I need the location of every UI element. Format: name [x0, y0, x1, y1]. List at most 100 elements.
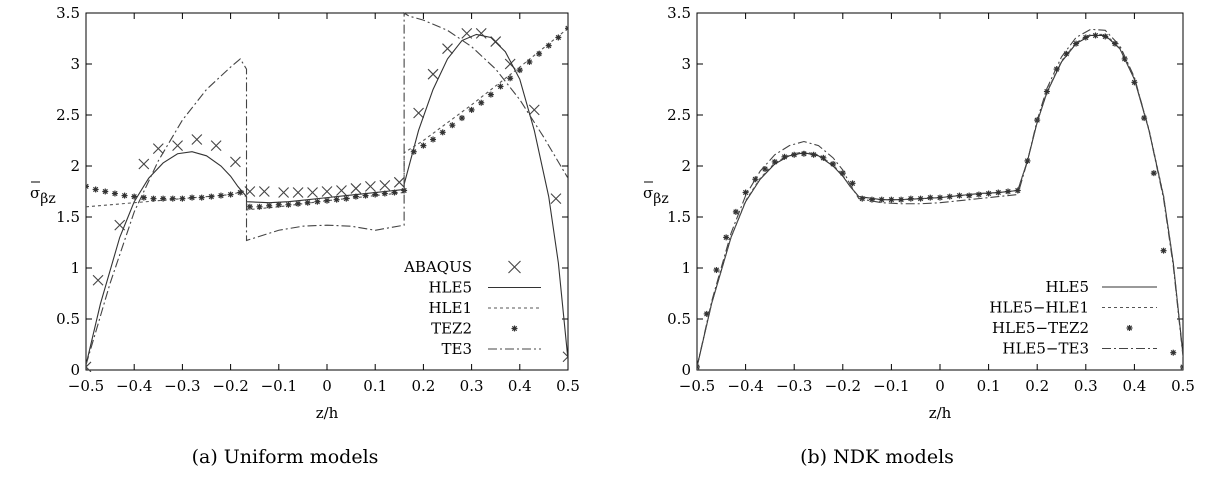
legend-label: HLE5−HLE1	[989, 299, 1089, 317]
x-tick-label: 0.1	[363, 377, 387, 395]
legend-item: HLE1	[428, 299, 541, 317]
y-tick-label: 3	[70, 55, 80, 73]
y-axis-label-symbol: σ	[30, 184, 40, 202]
x-tick-label: 0.4	[508, 377, 532, 395]
x-tick-label: 0.4	[1122, 377, 1146, 395]
y-tick-label: 1	[681, 259, 691, 277]
star-marker	[839, 170, 846, 177]
star-marker	[956, 192, 963, 199]
star-marker	[985, 190, 992, 197]
y-axis-label-symbol: σ	[643, 184, 653, 202]
cross-marker	[528, 104, 540, 116]
x-axis-label: z/h	[929, 404, 952, 422]
legend-item: TE3	[442, 340, 541, 358]
cross-marker	[292, 187, 304, 198]
star-marker	[86, 183, 89, 190]
y-tick-label: 2	[681, 157, 691, 175]
cross-marker	[379, 179, 391, 191]
y-tick-label: 3.5	[667, 4, 691, 22]
star-marker	[820, 154, 827, 161]
star-marker	[304, 199, 311, 206]
star-marker	[762, 166, 769, 173]
star-marker	[516, 67, 523, 74]
star-marker	[391, 189, 398, 196]
star-marker	[1092, 32, 1099, 39]
cross-marker	[321, 186, 333, 197]
star-marker	[1024, 157, 1031, 164]
star-marker	[449, 122, 456, 129]
legend-item: HLE5−TEZ2	[992, 319, 1133, 337]
star-marker	[121, 192, 128, 199]
star-marker	[1014, 187, 1021, 194]
series-hle1	[86, 27, 568, 211]
star-marker	[1073, 40, 1080, 47]
star-marker	[295, 200, 302, 207]
star-marker	[189, 194, 196, 201]
legend-label: TE3	[442, 340, 473, 358]
cross-marker	[336, 185, 347, 196]
star-marker	[468, 106, 475, 113]
x-tick-label: −0.4	[727, 377, 763, 395]
x-tick-label: 0.2	[1025, 377, 1049, 395]
cross-marker	[230, 156, 241, 168]
series-hle5	[697, 34, 1183, 368]
star-marker	[131, 193, 138, 200]
star-marker	[946, 193, 953, 200]
star-marker	[179, 195, 186, 202]
x-tick-label: 0.5	[556, 377, 580, 395]
star-marker	[285, 201, 292, 208]
legend-item: HLE5	[1045, 278, 1157, 296]
star-marker	[917, 195, 924, 202]
star-marker	[362, 192, 369, 199]
cross-marker	[350, 183, 362, 194]
star-marker	[198, 194, 205, 201]
y-tick-label: 2.5	[56, 106, 80, 124]
cross-marker	[152, 143, 164, 155]
x-tick-label: 0	[935, 377, 945, 395]
series-hle5-te3	[697, 28, 1183, 368]
star-marker	[1180, 363, 1183, 370]
chart-panel-b: −0.5 −0.4 −0.3 −0.2 −0.1 0 0.1 0.2 0.3 0.4 0.5 0 0.5…	[643, 4, 1195, 468]
y-tick-label: 0	[70, 361, 80, 379]
y-tick-label: 1	[70, 259, 80, 277]
star-marker	[497, 83, 504, 90]
x-tick-label: −0.5	[679, 377, 715, 395]
legend-star-marker	[1126, 325, 1133, 331]
legend-label: ABAQUS	[403, 258, 472, 276]
star-marker	[487, 91, 494, 98]
star-marker	[208, 193, 215, 200]
panel-caption: (b) NDK models	[800, 446, 954, 468]
star-marker	[140, 194, 147, 201]
cross-marker	[191, 134, 203, 145]
x-tick-label: 0.5	[1171, 377, 1195, 395]
legend-cross-marker	[508, 260, 521, 274]
y-tick-label: 0.5	[56, 310, 80, 328]
x-tick-label: 0.3	[1074, 377, 1098, 395]
cross-marker	[562, 351, 568, 363]
star-marker	[713, 267, 720, 274]
cross-marker	[86, 361, 92, 372]
star-marker	[160, 195, 167, 202]
data-layer	[697, 28, 1183, 370]
y-tick-label: 3.5	[56, 4, 80, 22]
x-axis-label: z/h	[316, 404, 339, 422]
y-axis-label-subscript: βz	[40, 191, 55, 207]
cross-marker	[138, 158, 150, 170]
star-marker	[333, 196, 340, 203]
legend-item: HLE5	[428, 279, 541, 297]
cross-marker	[475, 28, 487, 39]
star-marker	[246, 203, 253, 210]
y-tick-label: 2	[70, 157, 80, 175]
star-marker	[352, 193, 359, 200]
x-tick-label: −0.1	[873, 377, 909, 395]
cross-marker	[393, 176, 405, 188]
star-marker	[697, 363, 700, 370]
legend-label: HLE5−TE3	[1002, 340, 1089, 358]
data-layer	[86, 11, 568, 372]
legend: HLE5 HLE5−HLE1 HLE5−TEZ2 HLE5−TE3	[989, 278, 1157, 358]
star-marker	[771, 158, 778, 165]
star-marker	[266, 202, 273, 209]
cross-marker	[427, 68, 439, 80]
cross-marker	[550, 193, 562, 205]
